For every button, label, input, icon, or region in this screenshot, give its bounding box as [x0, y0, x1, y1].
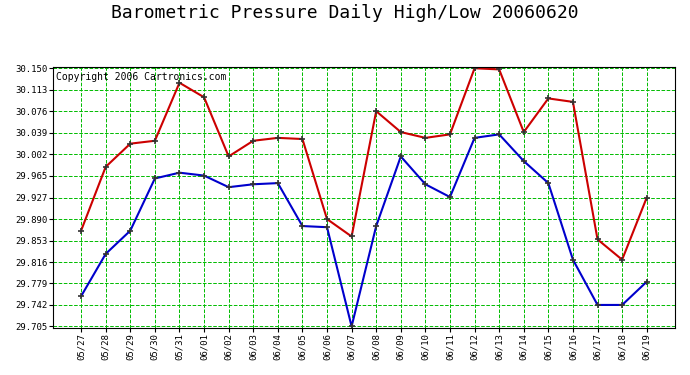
Text: Copyright 2006 Cartronics.com: Copyright 2006 Cartronics.com: [56, 72, 226, 82]
Text: Barometric Pressure Daily High/Low 20060620: Barometric Pressure Daily High/Low 20060…: [111, 4, 579, 22]
